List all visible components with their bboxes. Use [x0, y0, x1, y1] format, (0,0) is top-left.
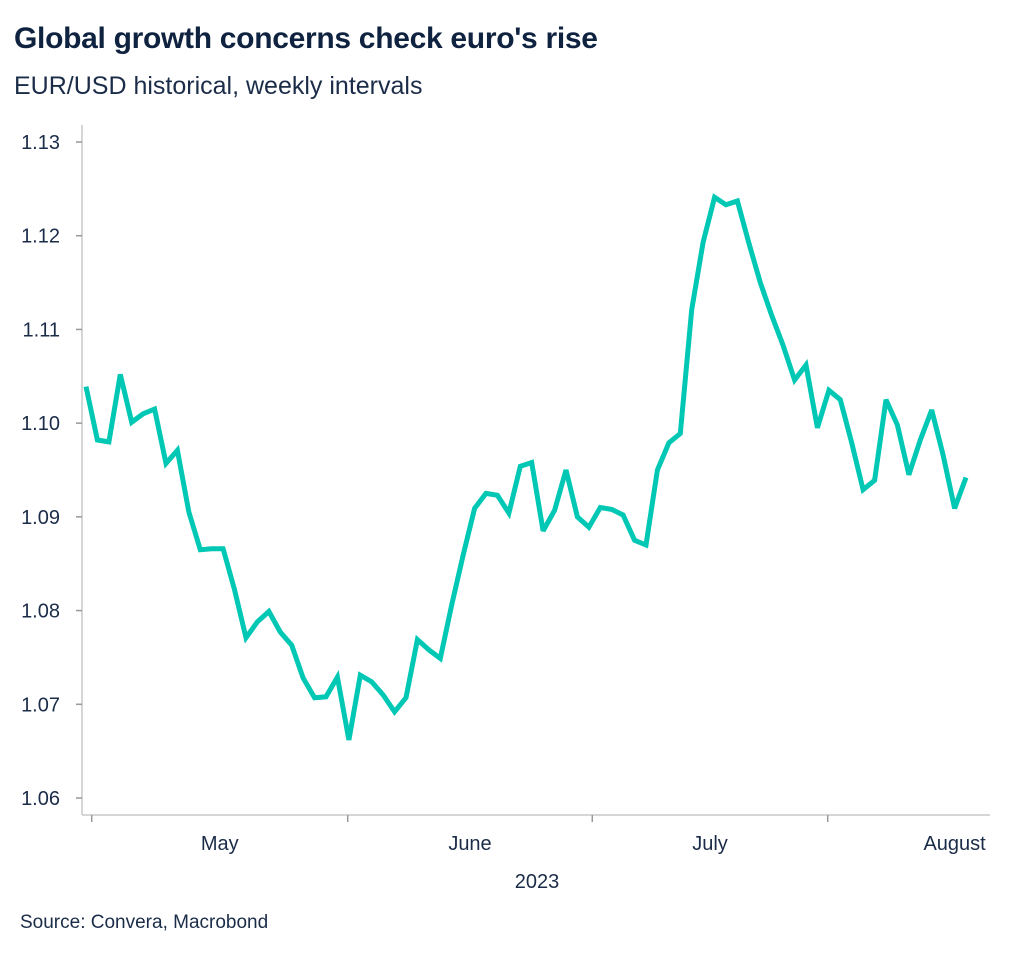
y-axis-ticks: 1.06 1.07 1.08 1.09 1.10 1.11 1.12 1.13: [21, 132, 82, 810]
series-lines: [83, 193, 969, 741]
source-note: Source: Convera, Macrobond: [20, 912, 269, 933]
x-axis-title: 2023: [515, 871, 560, 893]
chart-title: Global growth concerns check euro's rise: [14, 22, 598, 55]
x-axis-ticks: May June July August: [90, 815, 986, 855]
x-tick-label: May: [201, 833, 239, 855]
chart-subtitle: EUR/USD historical, weekly intervals: [14, 72, 423, 100]
y-tick-label: 1.06: [21, 788, 60, 810]
y-tick-label: 1.07: [21, 694, 60, 716]
axes: [81, 125, 990, 816]
x-tick-label: July: [692, 833, 728, 855]
y-tick-label: 1.12: [21, 226, 60, 248]
y-tick-label: 1.11: [23, 319, 60, 341]
y-tick-label: 1.13: [21, 132, 60, 154]
y-tick-label: 1.09: [21, 507, 60, 529]
x-tick-label: June: [448, 833, 491, 855]
x-tick-label: August: [923, 833, 986, 855]
y-tick-label: 1.08: [21, 601, 60, 623]
y-tick-label: 1.10: [21, 413, 60, 435]
series-line-eurusd: [83, 193, 969, 741]
